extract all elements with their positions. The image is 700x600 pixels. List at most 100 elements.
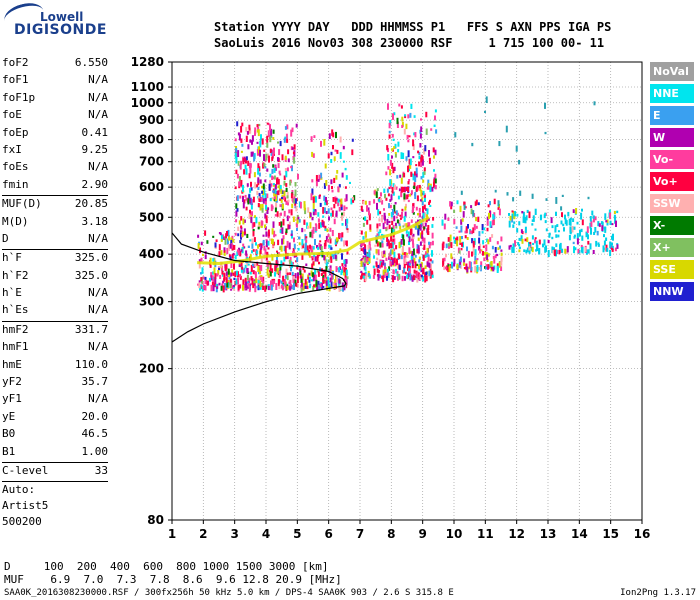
echo-point	[393, 166, 396, 171]
echo-point	[534, 208, 537, 215]
echo-point	[422, 212, 425, 219]
param-value: 0.41	[81, 125, 109, 139]
echo-point	[341, 263, 344, 267]
y-tick-label: 1000	[131, 96, 164, 110]
echo-point	[403, 193, 406, 200]
echo-point	[380, 262, 383, 268]
echo-point	[322, 207, 325, 214]
echo-point	[402, 234, 405, 241]
echo-point	[396, 117, 399, 125]
echo-point	[391, 187, 394, 194]
echo-point	[251, 238, 254, 244]
echo-point	[483, 257, 486, 262]
version-label: Ion2Png 1.3.17	[620, 588, 696, 598]
echo-point	[327, 281, 330, 288]
echo-point	[606, 247, 609, 252]
echo-point	[420, 220, 423, 227]
echo-point	[367, 261, 370, 264]
echo-point	[237, 132, 240, 136]
echo-point	[222, 280, 225, 284]
echo-point	[424, 265, 427, 269]
echo-point	[489, 201, 491, 206]
echo-point	[258, 276, 261, 280]
echo-point	[416, 263, 419, 266]
echo-point	[284, 168, 287, 173]
echo-point	[325, 262, 328, 269]
echo-point	[301, 253, 304, 260]
echo-point	[312, 272, 315, 278]
echo-point	[404, 206, 407, 211]
echo-point	[301, 282, 303, 287]
echo-point	[444, 266, 447, 270]
echo-point	[424, 255, 427, 258]
param-group-3: h`F 325.0 h`F2 325.0 h`E N/A h`Es N/A	[2, 251, 108, 321]
echo-point	[256, 190, 259, 196]
echo-point	[325, 235, 328, 242]
echo-point	[264, 165, 267, 169]
x-tick-label: 5	[293, 527, 301, 541]
echo-point	[275, 260, 278, 267]
echo-point	[409, 112, 412, 118]
echo-point	[234, 255, 237, 260]
echo-point	[263, 189, 266, 195]
echo-point	[427, 254, 430, 257]
echo-point	[227, 280, 230, 283]
echo-point	[386, 218, 389, 226]
echo-point	[279, 246, 282, 250]
echo-point	[287, 199, 290, 203]
echo-point	[344, 280, 347, 284]
echo-point	[290, 230, 293, 237]
echo-point	[342, 211, 345, 217]
echo-point	[251, 135, 254, 142]
echo-point	[458, 265, 461, 268]
echo-point	[409, 158, 412, 166]
echo-point	[237, 160, 240, 166]
echo-point	[478, 231, 481, 237]
param-name: B0	[2, 427, 16, 441]
echo-point	[343, 267, 346, 273]
echo-point	[496, 253, 499, 257]
echo-point	[432, 147, 435, 153]
echo-point	[568, 235, 571, 241]
echo-point	[509, 215, 512, 221]
echo-point	[307, 274, 310, 278]
echo-point	[581, 235, 584, 241]
param-name: h`F2	[2, 268, 29, 282]
echo-point	[274, 265, 277, 272]
echo-point	[343, 285, 346, 291]
echo-point	[291, 127, 294, 133]
param-value: N/A	[88, 286, 108, 300]
echo-point	[241, 247, 244, 254]
echo-point	[252, 270, 255, 275]
param-value: 110.0	[74, 357, 108, 371]
echo-point	[483, 251, 486, 256]
echo-point	[290, 193, 293, 199]
echo-point	[295, 283, 298, 287]
echo-point	[247, 263, 250, 266]
echo-point	[257, 283, 260, 291]
echo-point	[330, 179, 333, 185]
echo-point	[410, 193, 413, 196]
echo-point	[222, 285, 225, 293]
echo-point	[360, 230, 363, 235]
echo-point	[244, 277, 247, 283]
echo-point	[425, 111, 428, 118]
echo-point	[266, 168, 269, 172]
echo-point	[535, 240, 538, 247]
echo-point	[389, 260, 392, 267]
echo-point	[407, 261, 410, 266]
echo-point	[500, 260, 503, 266]
echo-point	[353, 195, 356, 201]
echo-point	[232, 239, 235, 243]
echo-point	[547, 240, 550, 244]
echo-point	[482, 245, 485, 248]
param-name: hmF1	[2, 340, 29, 354]
echo-point	[349, 181, 351, 184]
echo-point	[247, 245, 250, 248]
echo-point	[398, 220, 401, 223]
echo-point	[399, 214, 402, 217]
echo-point	[288, 224, 291, 229]
echo-point	[273, 168, 276, 173]
echo-point	[298, 268, 301, 271]
echo-point	[206, 240, 209, 244]
